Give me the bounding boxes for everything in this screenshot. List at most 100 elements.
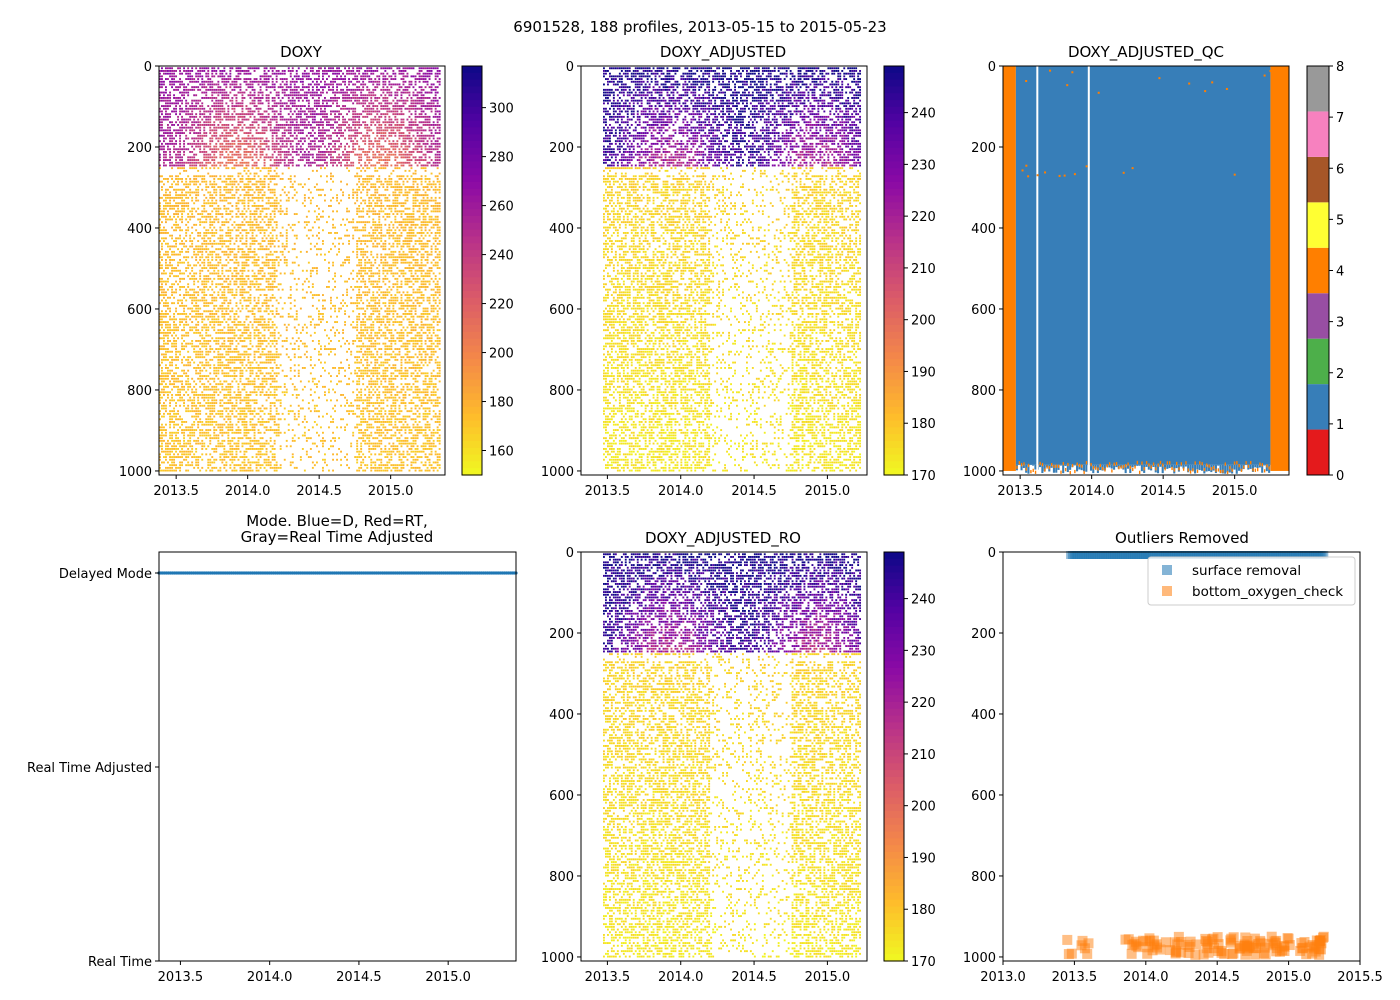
heatmap-cell (191, 81, 193, 83)
heatmap-cell (165, 305, 167, 307)
heatmap-cell (173, 453, 175, 455)
heatmap-cell (165, 67, 167, 69)
heatmap-cell (173, 416, 175, 418)
heatmap-cell (179, 178, 181, 180)
heatmap-cell (171, 464, 173, 466)
heatmap-cell (187, 113, 189, 115)
heatmap-cell (175, 108, 177, 110)
heatmap-cell (191, 67, 193, 69)
heatmap-cell (185, 70, 187, 72)
heatmap-cell (173, 448, 175, 450)
heatmap-cell (181, 418, 183, 420)
heatmap-cell (181, 362, 183, 364)
heatmap-cell (187, 451, 189, 453)
heatmap-cell (161, 278, 163, 280)
heatmap-cell (185, 92, 187, 94)
heatmap-cell (189, 429, 191, 431)
heatmap-cell (179, 389, 181, 391)
heatmap-cell (163, 378, 165, 380)
heatmap-cell (179, 445, 181, 447)
heatmap-cell (181, 210, 183, 212)
heatmap-cell (167, 129, 169, 131)
heatmap-cell (189, 445, 191, 447)
heatmap-cell (179, 300, 181, 302)
heatmap-cell (183, 210, 185, 212)
heatmap-cell (167, 386, 169, 388)
heatmap-cell (181, 92, 183, 94)
heatmap-cell (175, 308, 177, 310)
heatmap-cell (177, 189, 179, 191)
heatmap-cell (175, 227, 177, 229)
heatmap-cell (177, 148, 179, 150)
heatmap-cell (163, 108, 165, 110)
heatmap-cell (179, 251, 181, 253)
heatmap-cell (177, 151, 179, 153)
heatmap-cell (191, 256, 193, 258)
heatmap-cell (191, 167, 193, 169)
heatmap-cell (179, 167, 181, 169)
heatmap-cell (189, 162, 191, 164)
heatmap-cell (171, 259, 173, 261)
heatmap-cell (161, 324, 163, 326)
heatmap-cell (169, 208, 171, 210)
heatmap-cell (167, 443, 169, 445)
heatmap-cell (173, 432, 175, 434)
heatmap-cell (179, 173, 181, 175)
heatmap-cell (179, 391, 181, 393)
heatmap-cell (175, 289, 177, 291)
heatmap-cell (171, 140, 173, 142)
heatmap-cell (173, 75, 175, 77)
heatmap-cell (173, 259, 175, 261)
heatmap-cell (189, 343, 191, 345)
heatmap-cell (189, 73, 191, 75)
heatmap-cell (163, 426, 165, 428)
heatmap-cell (183, 399, 185, 401)
heatmap-cell (167, 372, 169, 374)
heatmap-cell (161, 100, 163, 102)
heatmap-cell (185, 192, 187, 194)
heatmap-cell (175, 275, 177, 277)
heatmap-cell (185, 197, 187, 199)
heatmap-cell (173, 129, 175, 131)
heatmap-cell (165, 273, 167, 275)
heatmap-cell (175, 456, 177, 458)
heatmap-cell (177, 378, 179, 380)
heatmap-cell (169, 92, 171, 94)
heatmap-cell (181, 251, 183, 253)
heatmap-cell (161, 345, 163, 347)
heatmap-cell (165, 138, 167, 140)
heatmap-cell (177, 394, 179, 396)
heatmap-cell (169, 332, 171, 334)
heatmap-cell (169, 424, 171, 426)
heatmap-cell (189, 273, 191, 275)
heatmap-cell (165, 372, 167, 374)
heatmap-cell (167, 232, 169, 234)
heatmap-cell (183, 194, 185, 196)
heatmap-cell (165, 156, 167, 158)
heatmap-cell (185, 383, 187, 385)
heatmap-cell (165, 424, 167, 426)
heatmap-cell (189, 294, 191, 296)
heatmap-cell (187, 394, 189, 396)
heatmap-cell (183, 327, 185, 329)
heatmap-cell (189, 108, 191, 110)
heatmap-cell (183, 165, 185, 167)
heatmap-cell (169, 456, 171, 458)
heatmap-cell (165, 202, 167, 204)
heatmap-cell (175, 351, 177, 353)
heatmap-cell (171, 351, 173, 353)
heatmap-cell (161, 429, 163, 431)
heatmap-cell (163, 356, 165, 358)
heatmap-cell (167, 119, 169, 121)
heatmap-cell (177, 205, 179, 207)
heatmap-cell (175, 445, 177, 447)
heatmap-cell (165, 251, 167, 253)
heatmap-cell (183, 421, 185, 423)
heatmap-cell (163, 335, 165, 337)
heatmap-cell (191, 181, 193, 183)
heatmap-cell (179, 154, 181, 156)
heatmap-cell (191, 75, 193, 77)
heatmap-cell (185, 318, 187, 320)
heatmap-cell (167, 278, 169, 280)
heatmap-cell (177, 429, 179, 431)
